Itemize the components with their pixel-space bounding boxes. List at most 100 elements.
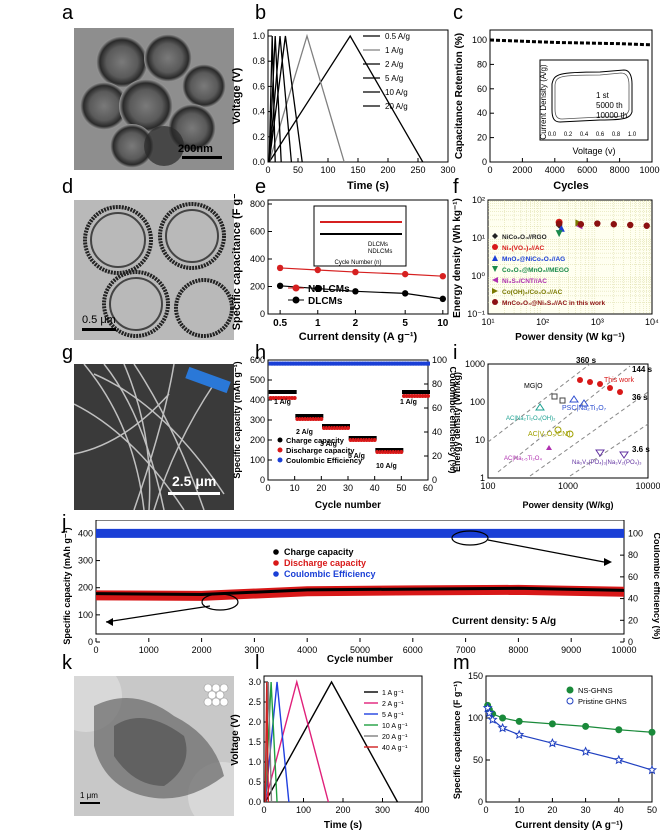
chart-h-charge-point: [335, 424, 340, 428]
chart-h-ytick-label-0: 0: [260, 475, 265, 485]
chart-h-ce-point: [375, 361, 380, 366]
chart-b-ytick-label-3: 0.6: [252, 81, 265, 91]
chart-m-xtick-label-4: 40: [614, 805, 624, 815]
chart-h-charge-point: [399, 448, 404, 452]
chart-j-xtick-label-1: 1000: [139, 645, 159, 655]
chart-e-legend-label-1: DLCMs: [308, 296, 343, 307]
chart-h-right-ytick-label-1: 20: [432, 451, 442, 461]
chart-b-ytick-label-5: 1.0: [252, 31, 265, 41]
chart-h-charge-point: [332, 424, 337, 428]
chart-i-ytick-label-3: 1000: [465, 359, 485, 369]
chart-h-charge-point: [327, 424, 332, 428]
chart-l-xtick-label-2: 200: [335, 805, 350, 815]
chart-h-ce-point: [399, 361, 404, 366]
chart-m-xtick-label-2: 20: [547, 805, 557, 815]
chart-i-xtick-label-1: 1000: [558, 481, 578, 491]
graphene-network-graphic: 1 μm: [74, 676, 234, 816]
chart-h-ce-point: [386, 361, 390, 366]
chart-h-charge-point: [391, 448, 396, 452]
chart-f-legend-marker-6: [492, 299, 498, 305]
chart-c-inset-legend-2: 10000 th: [596, 111, 627, 120]
chart-h-ce-point: [287, 361, 292, 366]
chart-m-point-0-7: [615, 726, 623, 734]
tem-image-d: 0.5 μm: [74, 200, 234, 340]
chart-h-ce-point: [292, 361, 297, 366]
chart-f-thiswork-point-3: [610, 221, 617, 228]
chart-f-ytick-label-3: 10²: [472, 195, 485, 205]
chart-h-ce-point: [404, 361, 409, 366]
chart-c-xtick-label-2: 4000: [545, 165, 565, 175]
chart-e-inset-legend-0: DLCMs: [368, 242, 388, 248]
nanowire-bundle-graphic: 2.5 μm: [74, 364, 231, 510]
chart-h-annotation-5: 1 A/g: [400, 399, 417, 406]
chart-h-ce-point: [394, 361, 398, 366]
chart-m-point-1-2: [487, 714, 498, 724]
chart-h-ce-point: [311, 361, 316, 366]
chart-m-point-1-8: [646, 764, 658, 775]
chart-i-xtick-label-0: 100: [480, 481, 495, 491]
chart-h-charge-point: [287, 390, 292, 394]
chart-f-thiswork-point-2: [594, 220, 601, 227]
chart-l-series-0: [264, 680, 399, 803]
chart-h-ce-point: [367, 361, 372, 366]
chart-h-xtick-label-2: 20: [316, 483, 326, 493]
chart-h-charge-point: [308, 414, 313, 418]
tem-image-k: 1 μm: [74, 676, 234, 816]
chart-h-xtick-label-3: 30: [343, 483, 353, 493]
chart-h-ce-point: [343, 361, 348, 366]
chart-b-legend-label-0: 0.5 A/g: [385, 32, 410, 41]
chart-m-xtick-label-0: 0: [483, 805, 488, 815]
chart-h-right-ytick-label-4: 80: [432, 379, 442, 389]
chart-m-legend-marker-1: [566, 697, 574, 705]
chart-e-ytick-label-0: 0: [260, 309, 265, 319]
chart-j-xtick-label-9: 9000: [561, 645, 581, 655]
chart-i-ytick-label-2: 100: [470, 397, 485, 407]
chart-c-inset-xtick-3: 0.6: [596, 132, 605, 138]
chart-h-ce-point: [332, 361, 337, 366]
chart-h-ce-point: [426, 361, 430, 366]
chart-m-point-0-4: [515, 717, 523, 725]
chart-h-annotation-1: 2 A/g: [296, 429, 313, 436]
chart-b-legend-label-1: 1 A/g: [385, 46, 403, 55]
chart-h-charge-point: [276, 390, 281, 394]
chart-h-ytick-label-1: 100: [250, 455, 265, 465]
chart-h-legend-marker-0: [277, 437, 283, 443]
chart-l-legend-label-5: 40 A g⁻¹: [382, 745, 408, 752]
chart-f-xtick-label-3: 10⁴: [645, 317, 659, 327]
chart-i-ann-6: Na₃V₂(PO₄)₃|Na₃V₂(PO₄)₃: [572, 460, 642, 466]
chart-h-ytick-label-2: 200: [250, 435, 265, 445]
chart-e-xtick-label-1: 1: [315, 318, 321, 329]
chart-m-point-1-3: [497, 722, 508, 733]
chart-h-ytick-label-3: 300: [250, 415, 265, 425]
chart-h-ce-point: [391, 361, 396, 366]
chart-m-legend-label-1: Pristine GHNS: [578, 697, 627, 706]
chart-f-legend-label-3: Co₃O₄@MnO₂//MEGO: [502, 267, 569, 274]
chart-h-ce-point: [348, 361, 353, 366]
chart-m-xlabel: Current density (A g⁻¹): [515, 820, 623, 831]
chart-c-inset-xtick-2: 0.4: [580, 132, 589, 138]
chart-b: 0.0 0.2 0.4 0.6 0.8 1.0 0 50 100 150 200 250 300 0.5 …: [231, 29, 456, 192]
chart-b-ytick-label-1: 0.2: [252, 132, 265, 142]
chart-h-annotation-3: 5 A/g: [348, 453, 365, 460]
hollow-spheres-graphic: 200nm: [80, 34, 226, 168]
chart-h-ce-point: [316, 361, 321, 366]
chart-i-ytick-label-1: 10: [475, 435, 485, 445]
chart-l-xtick-label-3: 300: [375, 805, 390, 815]
chart-f-ytick-label-0: 10⁻¹: [467, 309, 485, 319]
chart-h-ce-point: [380, 361, 385, 366]
chart-b-series-5: [268, 35, 276, 163]
chart-e-point-0-2: [352, 268, 359, 276]
chart-e-ytick-label-1: 200: [250, 282, 265, 292]
chart-b-legend-label-5: 20 A/g: [385, 102, 408, 111]
chart-f-legend-label-6: MnCo₂O₄@Ni₃S₂//AC in this work: [502, 300, 605, 307]
chart-h-annotation-0: 1 A/g: [274, 399, 291, 406]
chart-m-series-1: [487, 707, 653, 771]
chart-h-ce-point: [327, 361, 332, 366]
chart-i-ann-5: AC|Na₁.₅Ti₂O₄: [504, 456, 542, 462]
chart-f-legend-marker-5: [492, 288, 498, 294]
chart-m-point-1-6: [580, 746, 591, 756]
chart-c-inset-xtick-4: 0.8: [612, 132, 621, 138]
chart-c-ytick-label-3: 60: [477, 84, 487, 94]
panel-letter-g: g: [62, 342, 74, 364]
chart-m-point-0-5: [548, 720, 556, 728]
